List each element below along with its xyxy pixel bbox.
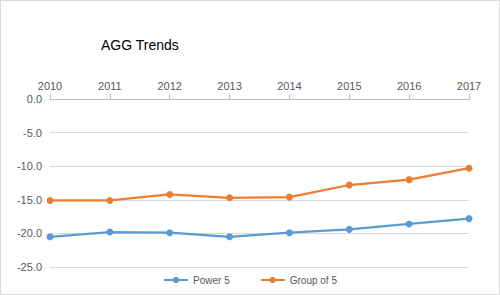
svg-text:-10.0: -10.0 <box>17 160 42 172</box>
svg-text:2017: 2017 <box>457 80 481 92</box>
svg-text:-25.0: -25.0 <box>17 261 42 273</box>
svg-text:2011: 2011 <box>98 80 122 92</box>
svg-text:2013: 2013 <box>217 80 241 92</box>
svg-text:2012: 2012 <box>157 80 181 92</box>
svg-text:-5.0: -5.0 <box>23 127 42 139</box>
svg-text:-15.0: -15.0 <box>17 194 42 206</box>
svg-text:Group of 5: Group of 5 <box>290 275 338 286</box>
svg-text:2015: 2015 <box>337 80 361 92</box>
svg-text:0.0: 0.0 <box>27 93 42 105</box>
svg-text:-20.0: -20.0 <box>17 227 42 239</box>
svg-text:2016: 2016 <box>397 80 421 92</box>
svg-text:2010: 2010 <box>38 80 62 92</box>
svg-text:AGG Trends: AGG Trends <box>101 37 179 53</box>
svg-text:Power 5: Power 5 <box>193 275 230 286</box>
svg-text:2014: 2014 <box>277 80 301 92</box>
